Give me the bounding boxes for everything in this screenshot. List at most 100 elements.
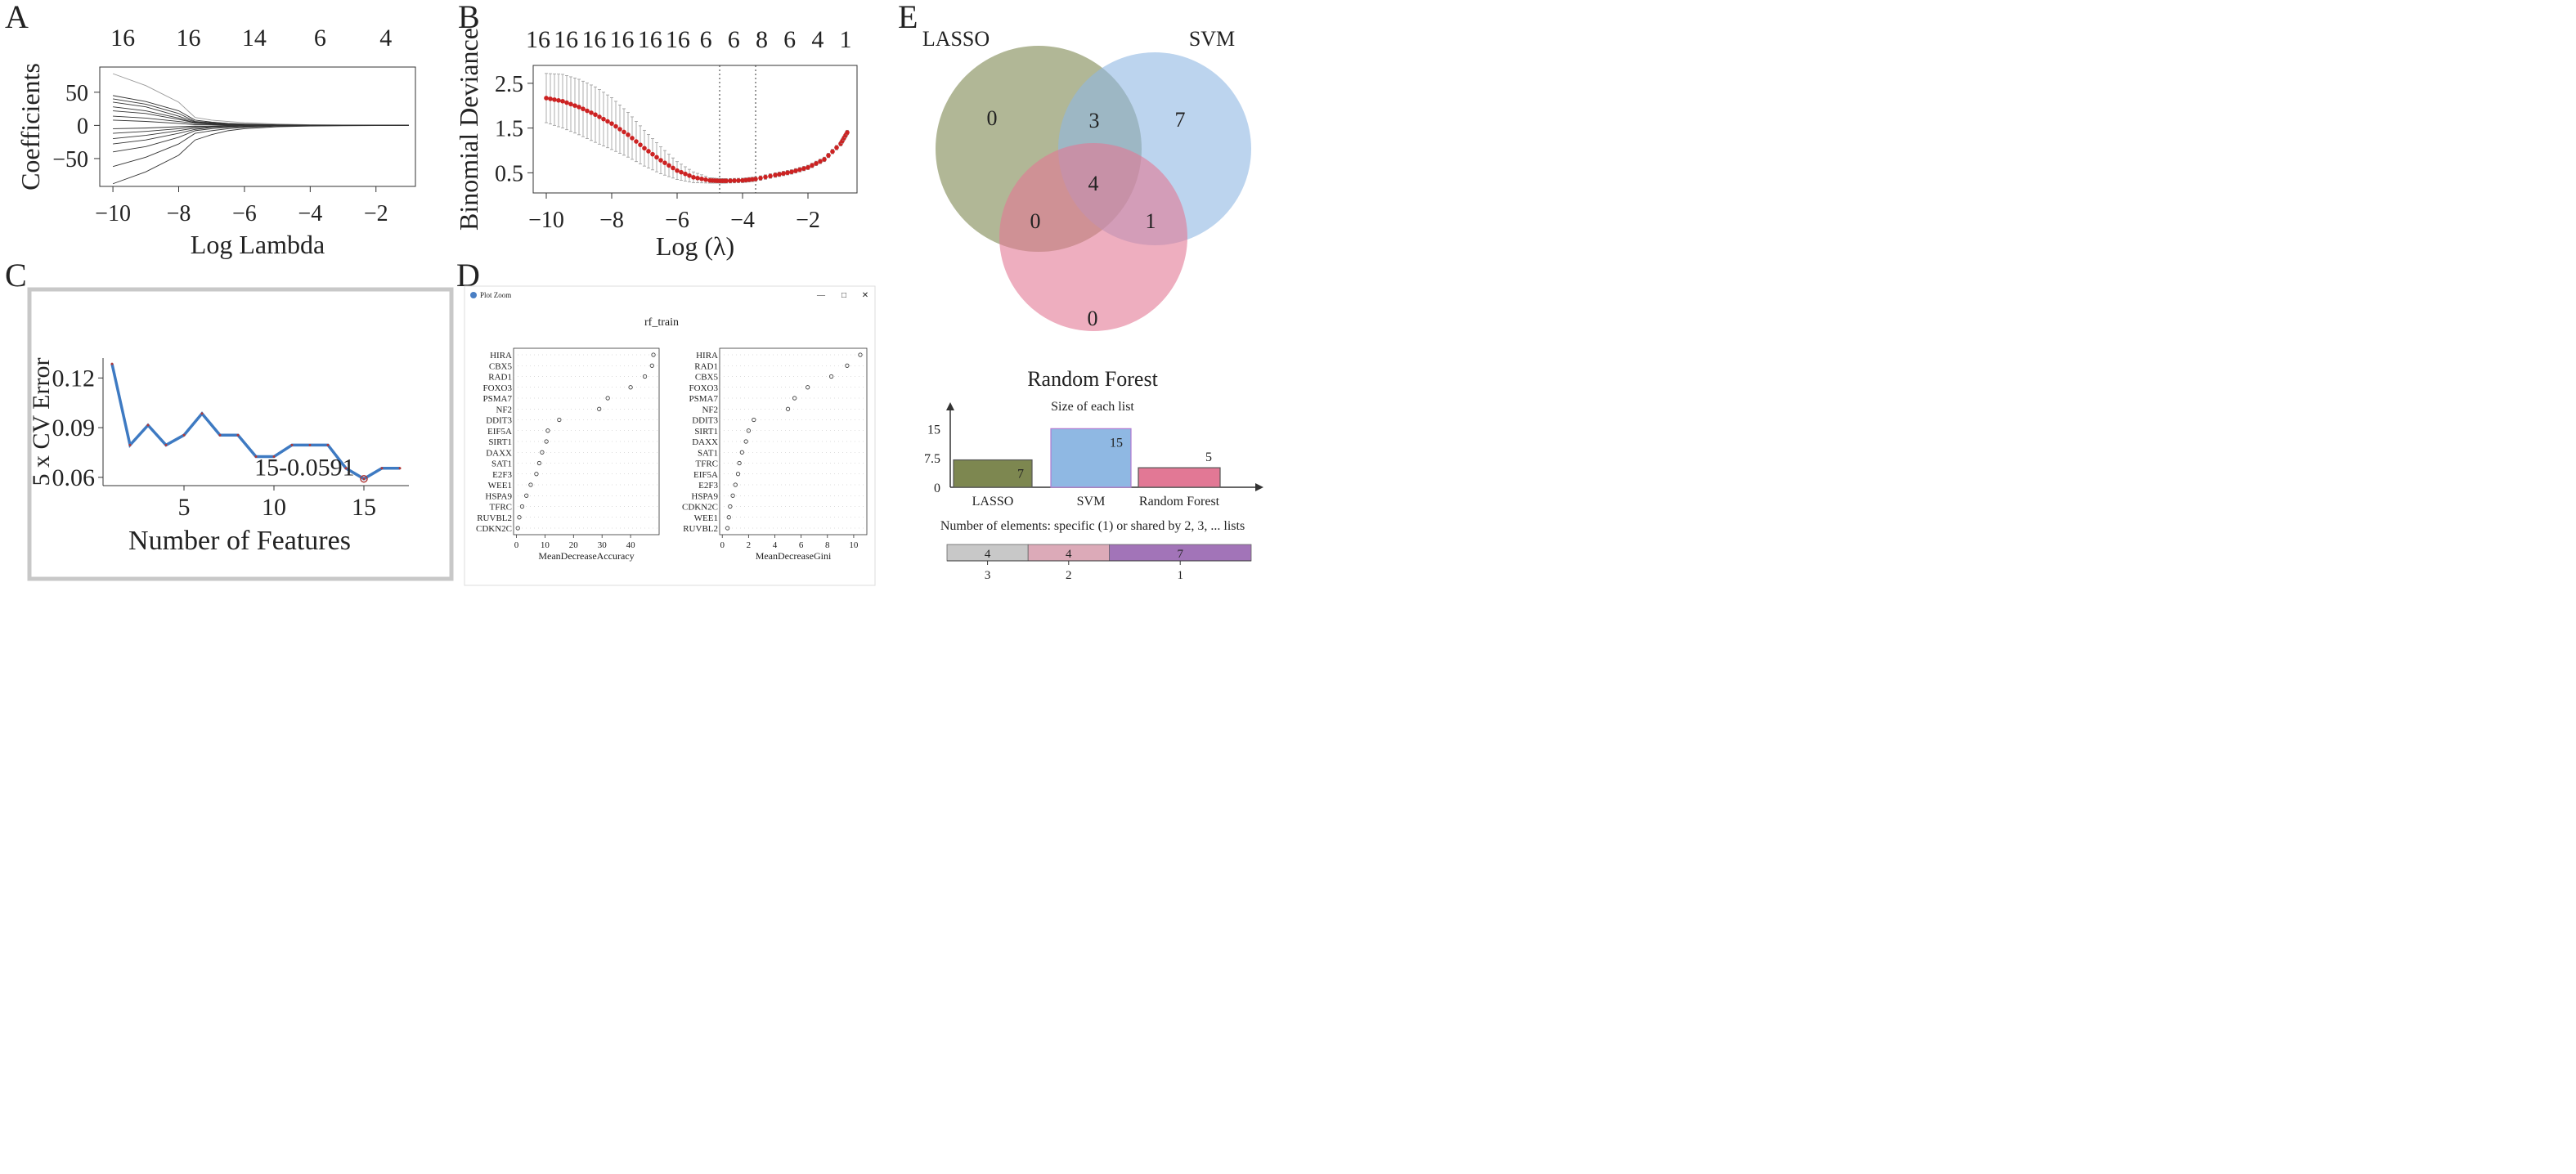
plot-zoom-window [464, 285, 876, 586]
x-tick-label: 6 [799, 540, 804, 550]
deviance-point [658, 158, 663, 163]
gene-label: E2F3 [492, 470, 512, 480]
deviance-point [830, 149, 835, 155]
deviance-point [777, 172, 782, 177]
x-tick-label: −8 [599, 208, 624, 233]
importance-point [743, 439, 748, 444]
top-tick-label: 16 [638, 26, 662, 53]
gene-label: E2F3 [698, 481, 718, 491]
top-tick-label: 16 [526, 26, 550, 53]
panel-e-chart: E LASSO SVM Random Forest 0 7 3 4 0 1 0 Size of e… [898, 0, 1263, 582]
importance-point [557, 417, 562, 423]
shared-segment-label: 4 [985, 548, 991, 561]
gene-label: HIRA [490, 351, 512, 361]
list-size-bar [1050, 428, 1132, 488]
list-size-bar [1138, 467, 1221, 488]
gene-label: RAD1 [694, 361, 718, 371]
panel-a-plot: −10 −8 −6 −4 −2 −50 0 50 16 16 14 6 4 Log Lambda Coeff… [16, 25, 416, 259]
y-tick-label: 0.06 [52, 464, 96, 491]
importance-point [597, 406, 602, 411]
set-label-random-forest: Random Forest [1027, 367, 1158, 391]
x-axis-label: Log (λ) [656, 231, 734, 261]
importance-point [517, 515, 522, 520]
deviance-point [548, 96, 553, 101]
deviance-point [785, 170, 790, 176]
panel-label-c: C [5, 260, 27, 294]
deviance-point [768, 173, 773, 179]
deviance-point [728, 178, 733, 183]
importance-point [858, 352, 863, 357]
panel-a-chart: A −10 −8 −6 −4 −2 −50 0 50 16 16 14 6 4 Log Lambda Coe… [5, 0, 416, 259]
venn-count-svm-only: 7 [1175, 108, 1186, 132]
coefficient-path [113, 106, 409, 126]
deviance-point [622, 129, 626, 135]
cv-error-point [272, 455, 276, 459]
cv-error-point [326, 443, 330, 446]
x-tick-label: 0 [720, 540, 725, 550]
top-tick-label: 6 [783, 26, 796, 53]
importance-point [651, 352, 656, 357]
coefficient-path [113, 124, 409, 153]
bar-y-tick-label: 15 [927, 423, 940, 437]
x-tick-label: 10 [262, 494, 286, 521]
x-tick-label: −2 [796, 208, 820, 233]
x-tick-label: 40 [626, 540, 636, 550]
deviance-point [679, 169, 684, 175]
bar-category-label: LASSO [972, 495, 1014, 509]
venn-count-lasso-only: 0 [987, 106, 998, 130]
cv-error-point [182, 433, 186, 437]
gene-label: FOXO3 [483, 383, 513, 393]
gene-label: HIRA [696, 351, 718, 361]
importance-point [728, 504, 733, 509]
gene-label: PSMA7 [689, 394, 719, 404]
close-icon[interactable]: ✕ [862, 291, 868, 300]
deviance-point [675, 168, 680, 173]
top-tick-label: 4 [379, 25, 392, 52]
cv-error-point [128, 443, 132, 446]
minimum-marker [360, 474, 368, 483]
venn-count-all: 4 [1088, 172, 1099, 195]
deviance-point [626, 132, 631, 137]
deviance-point [638, 142, 643, 147]
x-tick-label: −2 [364, 201, 388, 226]
y-axis-label: 5 x CV Error [28, 358, 55, 486]
deviance-point [810, 163, 815, 168]
y-tick-label: −50 [52, 147, 88, 173]
deviance-point [568, 101, 573, 107]
deviance-point [806, 165, 810, 170]
bar-y-tick-label: 0 [934, 482, 940, 495]
deviance-point [781, 171, 786, 176]
importance-point [735, 472, 741, 477]
gene-label: RUVBL2 [477, 513, 512, 523]
y-tick-label: 2.5 [495, 72, 523, 97]
importance-point [730, 493, 735, 498]
venn-count-lasso-rf: 0 [1030, 209, 1041, 233]
top-tick-label: 16 [610, 26, 635, 53]
minimize-icon[interactable]: — [816, 291, 826, 300]
deviance-point [699, 176, 704, 181]
gene-label: FOXO3 [689, 383, 719, 393]
venn-count-rf-only: 0 [1088, 307, 1098, 330]
set-label-svm: SVM [1189, 27, 1235, 51]
deviance-point [577, 105, 581, 110]
plot-zoom-app-icon [470, 292, 477, 298]
coefficient-path [113, 124, 409, 145]
importance-point [845, 363, 850, 368]
bar-value-label: 5 [1205, 450, 1212, 464]
deviance-point [556, 98, 561, 103]
cv-error-point [398, 467, 402, 470]
gene-label: PSMA7 [483, 394, 513, 404]
panel-d-plot: rf_trainHIRACBX5RAD1FOXO3PSMA7NF2DDIT3EI… [476, 316, 868, 562]
gene-label: EIF5A [487, 427, 512, 437]
deviance-point [666, 163, 671, 168]
importance-point [737, 460, 742, 466]
x-tick-label: −8 [167, 201, 191, 226]
cv-error-point [146, 423, 150, 427]
deviance-point [703, 177, 708, 182]
x-tick-label: −10 [95, 201, 131, 226]
coefficient-path [113, 95, 409, 126]
gene-label: NF2 [496, 405, 512, 414]
gene-label: WEE1 [488, 481, 512, 491]
maximize-icon[interactable]: □ [841, 291, 846, 300]
deviance-point [634, 139, 639, 144]
